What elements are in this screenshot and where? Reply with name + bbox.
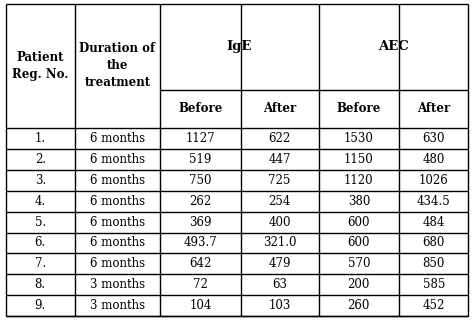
Text: 9.: 9. [35, 299, 46, 312]
Text: 452: 452 [422, 299, 445, 312]
Text: 642: 642 [189, 257, 212, 270]
Text: 484: 484 [422, 216, 445, 228]
Text: 622: 622 [269, 132, 291, 145]
Text: 3.: 3. [35, 174, 46, 187]
Text: 1530: 1530 [344, 132, 374, 145]
Text: 6 months: 6 months [90, 153, 145, 166]
Text: 493.7: 493.7 [183, 236, 218, 250]
Text: 1026: 1026 [419, 174, 448, 187]
Text: 570: 570 [347, 257, 370, 270]
Text: 6 months: 6 months [90, 195, 145, 208]
Text: 262: 262 [190, 195, 211, 208]
Text: 2.: 2. [35, 153, 46, 166]
Text: 8.: 8. [35, 278, 46, 291]
Text: 585: 585 [422, 278, 445, 291]
Text: 4.: 4. [35, 195, 46, 208]
Text: 200: 200 [347, 278, 370, 291]
Text: 680: 680 [422, 236, 445, 250]
Text: 321.0: 321.0 [263, 236, 296, 250]
Text: 380: 380 [347, 195, 370, 208]
Text: 3 months: 3 months [90, 299, 145, 312]
Text: 6 months: 6 months [90, 257, 145, 270]
Text: 519: 519 [189, 153, 212, 166]
Text: 103: 103 [268, 299, 291, 312]
Text: 6 months: 6 months [90, 216, 145, 228]
Text: 6 months: 6 months [90, 236, 145, 250]
Text: 600: 600 [347, 216, 370, 228]
Text: 447: 447 [268, 153, 291, 166]
Text: 750: 750 [189, 174, 212, 187]
Text: 434.5: 434.5 [417, 195, 451, 208]
Text: 1120: 1120 [344, 174, 374, 187]
Text: Before: Before [337, 102, 381, 115]
Text: 7.: 7. [35, 257, 46, 270]
Text: 72: 72 [193, 278, 208, 291]
Text: After: After [263, 102, 296, 115]
Text: 400: 400 [268, 216, 291, 228]
Text: 3 months: 3 months [90, 278, 145, 291]
Text: 63: 63 [272, 278, 287, 291]
Text: 254: 254 [268, 195, 291, 208]
Text: 6 months: 6 months [90, 132, 145, 145]
Text: 1150: 1150 [344, 153, 374, 166]
Text: After: After [417, 102, 450, 115]
Text: Duration of
the
treatment: Duration of the treatment [80, 43, 155, 89]
Text: 725: 725 [268, 174, 291, 187]
Text: Before: Before [178, 102, 223, 115]
Text: 260: 260 [347, 299, 370, 312]
Text: 1.: 1. [35, 132, 46, 145]
Text: 600: 600 [347, 236, 370, 250]
Text: 6 months: 6 months [90, 174, 145, 187]
Text: 1127: 1127 [186, 132, 215, 145]
Text: 369: 369 [189, 216, 212, 228]
Text: 630: 630 [422, 132, 445, 145]
Text: 6.: 6. [35, 236, 46, 250]
Text: 850: 850 [422, 257, 445, 270]
Text: Patient
Reg. No.: Patient Reg. No. [12, 51, 68, 81]
Text: 5.: 5. [35, 216, 46, 228]
Text: IgE: IgE [227, 40, 252, 53]
Text: 480: 480 [422, 153, 445, 166]
Text: AEC: AEC [378, 40, 409, 53]
Text: 479: 479 [268, 257, 291, 270]
Text: 104: 104 [189, 299, 212, 312]
